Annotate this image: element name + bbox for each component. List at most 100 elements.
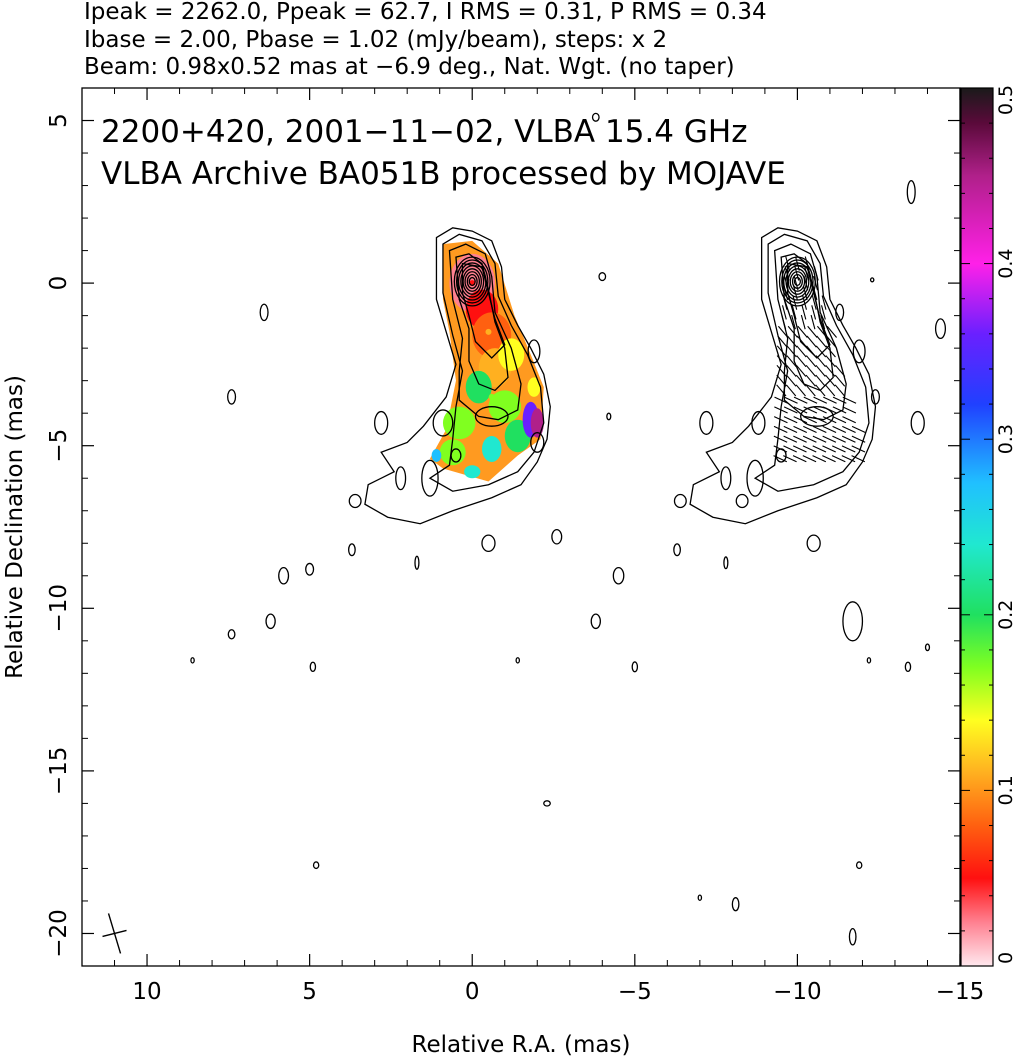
polarization-vector <box>796 335 808 348</box>
noise-contour <box>697 894 703 901</box>
noise-contour <box>906 180 916 205</box>
y-axis-label: Relative Declination (mas) <box>2 375 28 679</box>
core-contour <box>468 276 476 287</box>
noise-contour <box>227 629 236 640</box>
polarization-vector <box>813 275 819 291</box>
polarization-vector <box>792 295 798 310</box>
polarization-vector <box>834 384 845 397</box>
x-tick-label: −15 <box>936 979 985 1005</box>
polarization-vector <box>815 374 826 387</box>
polarization-vector <box>821 295 827 310</box>
noise-contour <box>910 410 925 435</box>
noise-contour <box>848 927 857 946</box>
polarization-vector <box>824 384 836 397</box>
noise-contour <box>591 112 600 122</box>
contour-blob <box>474 406 509 427</box>
noise-contour <box>515 657 521 664</box>
polarization-vector <box>822 435 837 443</box>
beam-minor-axis <box>102 929 127 938</box>
polarization-vector <box>851 445 866 453</box>
polarization-vector <box>784 396 798 404</box>
polarization-vector <box>776 355 787 368</box>
polarization-vector <box>805 364 817 377</box>
core-contour <box>787 268 808 295</box>
polarization-vector <box>783 445 797 453</box>
core-contour <box>460 265 485 298</box>
polarization-vector <box>786 355 797 368</box>
x-tick-label: 0 <box>465 979 480 1005</box>
noise-contour <box>278 566 290 585</box>
polarization-vector <box>783 425 798 434</box>
polarization-vector <box>796 355 807 368</box>
plot-content <box>102 112 947 954</box>
core-contour <box>789 271 806 292</box>
noise-contour <box>842 601 864 642</box>
noise-contour <box>606 412 612 421</box>
contour-blob <box>746 459 764 497</box>
polarization-vector <box>783 435 798 443</box>
contour-blob <box>806 534 821 553</box>
noise-contour <box>723 556 729 570</box>
fpol-pixel-patch <box>527 377 541 397</box>
polarization-vector <box>820 314 826 330</box>
y-axis: 5 0 −5 −10 −15 −20 <box>46 113 960 967</box>
contour-blob <box>348 493 362 509</box>
polarization-vector <box>796 345 807 358</box>
contour-blob <box>481 534 496 553</box>
polarization-vector <box>822 445 836 453</box>
polarization-vector <box>832 416 847 424</box>
fpol-pixel-patch <box>464 465 481 479</box>
noise-contour <box>598 272 607 282</box>
noise-contour <box>259 303 269 322</box>
polarization-vector <box>783 406 798 414</box>
polarization-vector <box>810 314 816 330</box>
contour-level-2 <box>428 233 545 492</box>
fpol-sample-point <box>514 442 521 449</box>
polarization-vector <box>805 384 816 397</box>
fpol-pixel-patch <box>498 338 525 371</box>
polarization-vector <box>820 305 826 320</box>
polarization-vector <box>793 406 808 414</box>
contour-level-3 <box>773 243 847 421</box>
polarization-vector <box>793 285 798 301</box>
header-line-1: Ipeak = 2262.0, Ppeak = 62.7, I RMS = 0.… <box>84 0 767 25</box>
noise-contour <box>673 543 681 557</box>
polarization-vector <box>802 445 817 453</box>
polarization-vector <box>793 275 799 291</box>
polarization-vector <box>783 275 789 291</box>
chart-subtitle: VLBA Archive BA051B processed by MOJAVE <box>101 156 786 192</box>
colorbar-tick-label: 0 <box>995 952 1017 964</box>
x-axis-label: Relative R.A. (mas) <box>412 1032 631 1058</box>
plot-frame <box>81 87 961 967</box>
polarization-vector <box>832 396 847 404</box>
noise-contour <box>631 661 639 673</box>
polarization-vector <box>793 396 808 404</box>
colorbar <box>961 88 993 966</box>
polarization-vector <box>831 455 846 463</box>
polarization-vector <box>812 445 827 453</box>
polarization-vector <box>786 345 797 358</box>
x-tick-label: 10 <box>132 979 161 1005</box>
restoring-beam <box>102 913 127 954</box>
polarization-vector <box>812 425 827 434</box>
contour-blob <box>421 459 439 497</box>
polarization-vector <box>773 435 788 443</box>
polarization-vector <box>776 384 787 397</box>
polarization-vector <box>842 425 856 434</box>
polarization-vector <box>792 455 807 463</box>
polarization-vector <box>786 374 797 387</box>
polarization-vector <box>851 455 866 463</box>
polarization-vector <box>774 406 788 414</box>
polarization-vector <box>800 314 806 330</box>
y-tick-label: −10 <box>46 584 72 633</box>
polarization-vector <box>792 445 807 453</box>
core-contour <box>457 262 487 301</box>
polarization-vector <box>783 416 798 424</box>
fpol-pixel-patch <box>431 448 442 462</box>
contour-level-4 <box>455 253 509 392</box>
contour-blob <box>699 410 714 435</box>
noise-contour <box>543 800 551 807</box>
polarization-vector <box>781 314 787 330</box>
polarization-vector <box>805 355 817 368</box>
polarization-vector <box>832 435 846 443</box>
